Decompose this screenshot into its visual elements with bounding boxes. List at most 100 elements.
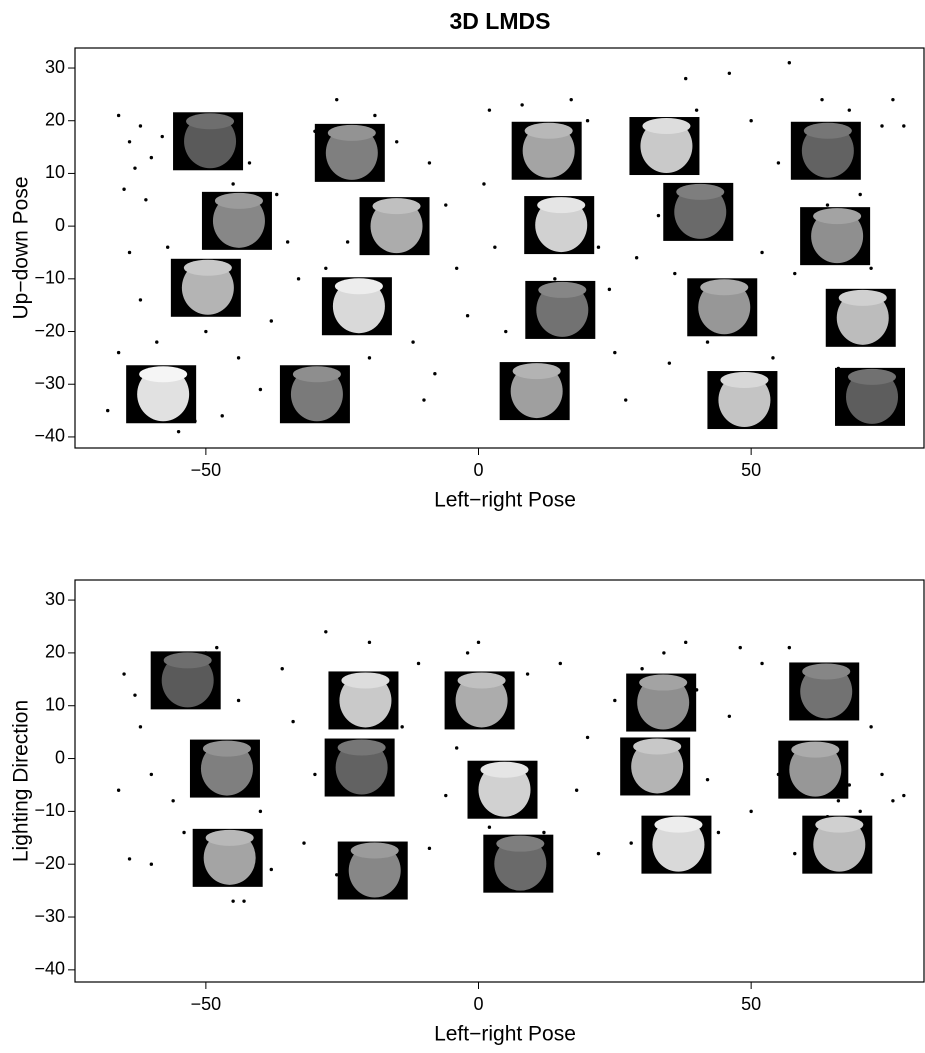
point [116, 350, 121, 355]
face-hair [802, 663, 851, 680]
face-image [328, 671, 399, 730]
point [149, 155, 154, 160]
point [122, 672, 126, 676]
point [727, 71, 732, 75]
point [269, 319, 274, 323]
point [373, 113, 377, 118]
point [411, 340, 415, 344]
point [525, 672, 530, 676]
point [662, 651, 666, 655]
point [760, 250, 764, 255]
face-image [444, 671, 515, 730]
face-hair [700, 279, 749, 296]
y-tick-label: −40 [34, 426, 65, 446]
y-tick-label: −20 [34, 320, 65, 340]
face-hair [202, 740, 251, 757]
point [776, 161, 781, 165]
point [204, 329, 208, 334]
face-hair [803, 122, 852, 139]
point [504, 329, 508, 334]
y-tick-label: 0 [55, 215, 65, 235]
point [138, 725, 143, 729]
point [176, 429, 181, 434]
point [367, 356, 372, 360]
point [220, 414, 224, 418]
face-image [835, 367, 906, 426]
face-hair [214, 192, 263, 209]
point [902, 124, 906, 128]
point [427, 846, 432, 851]
face-image [626, 673, 697, 732]
point [891, 97, 895, 102]
point [427, 161, 432, 165]
face-image [790, 121, 861, 180]
face-hair [512, 363, 561, 380]
face-hair [496, 835, 545, 852]
point [335, 873, 339, 877]
y-tick-label: 0 [55, 747, 65, 767]
point [324, 630, 328, 634]
face-image [467, 760, 538, 819]
point [640, 667, 644, 671]
y-tick-label: −10 [34, 268, 65, 288]
y-tick-label: 30 [45, 57, 65, 77]
point [613, 698, 617, 703]
face-hair [337, 739, 386, 756]
face-hair [524, 122, 573, 139]
point [858, 809, 862, 814]
face-image [321, 277, 392, 336]
point [569, 97, 573, 102]
face-image [629, 117, 700, 176]
point [433, 371, 437, 376]
point [585, 119, 590, 123]
face-hair [633, 738, 682, 755]
point [465, 314, 470, 318]
point [684, 640, 688, 645]
point [793, 271, 797, 276]
point [275, 192, 279, 197]
point [149, 862, 154, 866]
face-hair [139, 366, 188, 383]
y-tick-label: −40 [34, 959, 65, 979]
face-hair [327, 124, 376, 141]
face-image [150, 651, 221, 710]
point [760, 661, 764, 666]
face-image [800, 207, 871, 266]
face-hair [457, 672, 506, 689]
point [269, 867, 274, 872]
face-hair [813, 208, 862, 225]
point [585, 735, 590, 740]
frame [74, 579, 925, 983]
point [902, 793, 906, 798]
point [727, 714, 732, 718]
face-hair [186, 113, 235, 130]
point [335, 97, 339, 102]
face-image [511, 121, 582, 180]
point [629, 841, 633, 845]
face-image [707, 371, 778, 430]
point [738, 645, 742, 650]
face-image [789, 662, 860, 721]
face-hair [372, 198, 421, 215]
point [558, 661, 562, 666]
point [444, 203, 448, 207]
point [149, 772, 154, 777]
point [684, 76, 688, 81]
x-tick-label: −50 [191, 460, 222, 480]
face-image [524, 196, 595, 255]
face-image [687, 278, 758, 337]
point [749, 809, 753, 814]
face-hair [163, 652, 212, 669]
point [634, 256, 639, 260]
chart-title: 3D LMDS [450, 8, 551, 34]
x-tick-label: 0 [473, 994, 483, 1014]
point [116, 788, 121, 792]
y-axis-label: Lighting Direction [10, 700, 33, 862]
point [858, 192, 862, 197]
face-image [499, 362, 570, 421]
point [880, 124, 884, 128]
face-hair [480, 761, 529, 778]
face-hair [292, 366, 341, 383]
point [444, 793, 448, 798]
point [155, 340, 159, 344]
